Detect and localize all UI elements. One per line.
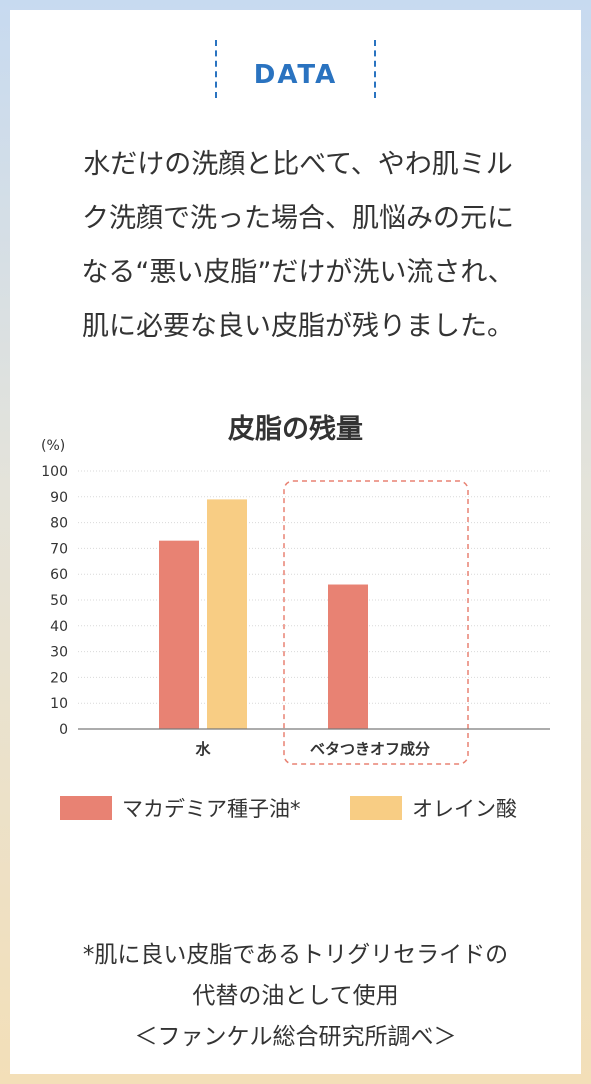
legend-label: マカデミア種子油* (122, 797, 301, 821)
legend-item-macadamia: マカデミア種子油* (60, 793, 301, 823)
intro-line: なる“悪い皮脂”だけが洗い流され、 (81, 257, 515, 288)
header-dash-right (374, 40, 376, 98)
content-card: DATA 水だけの洗顔と比べて、やわ肌ミル ク洗顔で洗った場合、肌悩みの元に な… (10, 10, 581, 1074)
intro-line: ク洗顔で洗った場合、肌悩みの元に (82, 203, 514, 234)
legend-swatch (60, 796, 112, 820)
legend-swatch (350, 796, 402, 820)
y-tick-label: 30 (50, 645, 68, 661)
y-axis-unit-label: (%) (41, 438, 66, 454)
y-tick-label: 10 (50, 696, 68, 712)
intro-text: 水だけの洗顔と比べて、やわ肌ミル ク洗顔で洗った場合、肌悩みの元に なる“悪い皮… (38, 138, 558, 354)
y-tick-label: 60 (50, 567, 68, 583)
y-tick-label: 20 (50, 670, 68, 686)
chart-legend: マカデミア種子油* オレイン酸 (10, 793, 581, 823)
footnote-line: *肌に良い皮脂であるトリグリセライドの (82, 942, 509, 968)
bar (328, 584, 368, 729)
footnote-line: 代替の油として使用 (192, 983, 399, 1009)
y-tick-label: 100 (41, 464, 68, 480)
highlight-box (283, 480, 469, 765)
y-tick-label: 70 (50, 541, 68, 557)
bar (207, 499, 247, 729)
y-tick-label: 50 (50, 593, 68, 609)
footnote-line: ＜ファンケル総合研究所調べ＞ (134, 1024, 457, 1050)
chart-title: 皮脂の残量 (228, 414, 363, 445)
y-tick-label: 0 (59, 722, 68, 738)
bar (159, 540, 199, 729)
legend-item-oleic-acid: オレイン酸 (350, 793, 517, 823)
intro-line: 水だけの洗顔と比べて、やわ肌ミル (83, 149, 513, 180)
legend-label: オレイン酸 (412, 797, 517, 821)
y-tick-label: 90 (50, 490, 68, 506)
x-category-label: 水 (195, 740, 211, 758)
x-category-label: ベタつきオフ成分 (310, 740, 430, 758)
intro-line: 肌に必要な良い皮脂が残りました。 (82, 311, 514, 342)
footnote: *肌に良い皮脂であるトリグリセライドの 代替の油として使用 ＜ファンケル総合研究… (10, 935, 581, 1058)
y-tick-label: 80 (50, 516, 68, 532)
section-label: DATA (253, 60, 338, 90)
header-dash-left (215, 40, 217, 98)
y-tick-label: 40 (50, 619, 68, 635)
